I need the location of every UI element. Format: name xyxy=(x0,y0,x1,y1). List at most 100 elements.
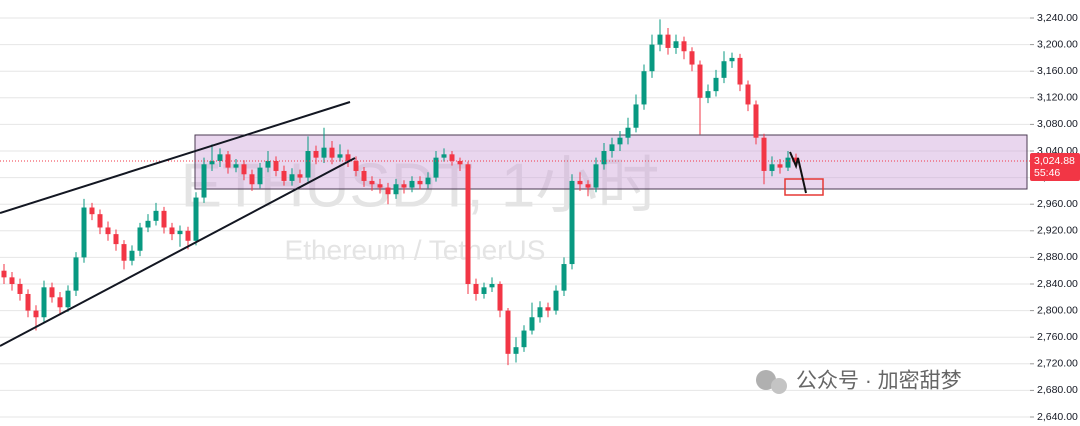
candle-body xyxy=(1,270,7,278)
y-tick-label: 3,200.00 xyxy=(1037,38,1078,50)
candle-body xyxy=(545,307,551,311)
candles xyxy=(0,19,1030,366)
candle-body xyxy=(505,310,511,354)
y-tick-label: 2,640.00 xyxy=(1037,411,1078,423)
candle-body xyxy=(65,290,71,308)
candle-body xyxy=(481,287,487,294)
candle-body xyxy=(465,164,471,284)
candle-body xyxy=(609,144,615,151)
candle-body xyxy=(377,184,383,188)
y-tick-label: 2,680.00 xyxy=(1037,384,1078,396)
y-tick-label: 3,080.00 xyxy=(1037,118,1078,130)
candle-body xyxy=(193,197,199,241)
y-tick-label: 3,120.00 xyxy=(1037,92,1078,104)
candle-body xyxy=(33,310,39,318)
candle-body xyxy=(401,184,407,188)
candle-body xyxy=(113,234,119,245)
wechat-icon xyxy=(771,378,787,394)
candle-body xyxy=(9,277,15,284)
y-tick-label: 2,880.00 xyxy=(1037,251,1078,263)
candle-body xyxy=(617,137,623,145)
candle-body xyxy=(649,44,655,72)
y-tick-label: 2,720.00 xyxy=(1037,358,1078,370)
candle-body xyxy=(449,154,455,161)
candle-body xyxy=(305,151,311,178)
countdown-label: 55:46 xyxy=(1034,167,1060,179)
candle-body xyxy=(265,160,271,168)
candle-body xyxy=(257,167,263,185)
candle-body xyxy=(217,154,223,161)
candle-body xyxy=(553,290,559,311)
range-zone xyxy=(194,134,1028,190)
watermark-subtitle: Ethereum / TetherUS xyxy=(285,234,546,265)
candle-body xyxy=(521,330,527,348)
candle-body xyxy=(713,77,719,92)
price-axis: 2,640.00 2,680.00 2,720.00 2,760.00 2,800.00… xyxy=(1030,12,1080,423)
candle-body xyxy=(161,210,167,228)
candle-body xyxy=(185,230,191,241)
candle-body xyxy=(417,180,423,185)
candle-body xyxy=(761,137,767,171)
candle-body xyxy=(337,154,343,158)
candle-body xyxy=(17,284,23,294)
candle-body xyxy=(681,41,687,52)
candle-body xyxy=(345,154,351,161)
candle-body xyxy=(705,91,711,98)
candle-body xyxy=(497,284,503,311)
candle-body xyxy=(121,244,127,261)
candle-body xyxy=(473,284,479,294)
candle-body xyxy=(209,160,215,165)
candle-body xyxy=(625,127,631,138)
candle-body xyxy=(793,157,799,161)
candle-body xyxy=(409,180,415,188)
candle-body xyxy=(137,227,143,251)
candle-body xyxy=(753,104,759,138)
candle-body xyxy=(665,34,671,48)
candle-body xyxy=(241,164,247,175)
target-box xyxy=(784,178,824,196)
candle-body xyxy=(105,227,111,235)
candle-body xyxy=(537,307,543,318)
candle-body xyxy=(457,160,463,165)
candle-body xyxy=(633,104,639,128)
candle-body xyxy=(585,184,591,188)
candle-body xyxy=(785,157,791,168)
candle-body xyxy=(529,317,535,331)
candle-body xyxy=(737,57,743,85)
candle-body xyxy=(641,71,647,105)
y-tick-label: 3,240.00 xyxy=(1037,12,1078,24)
candle-body xyxy=(393,184,399,195)
candle-body xyxy=(177,230,183,235)
candle-body xyxy=(657,34,663,45)
candle-body xyxy=(289,174,295,181)
candle-body xyxy=(81,207,87,258)
candle-body xyxy=(313,151,319,158)
candle-body xyxy=(769,164,775,171)
y-tick-label: 2,840.00 xyxy=(1037,278,1078,290)
candle-body xyxy=(441,154,447,158)
candle-body xyxy=(601,151,607,165)
brand-text: 公众号 · 加密甜梦 xyxy=(796,370,962,393)
candle-body xyxy=(233,164,239,168)
candle-body xyxy=(41,287,47,318)
candle-body xyxy=(689,51,695,65)
candle-body xyxy=(73,257,79,291)
drawn-arrow xyxy=(789,151,807,194)
candle-body xyxy=(513,347,519,354)
y-tick-label: 2,760.00 xyxy=(1037,331,1078,343)
candle-body xyxy=(777,164,783,168)
y-tick-label: 2,800.00 xyxy=(1037,304,1078,316)
candle-body xyxy=(385,187,391,195)
y-tick-label: 2,920.00 xyxy=(1037,225,1078,237)
candle-body xyxy=(273,160,279,171)
last-price-label: 3,024.88 xyxy=(1034,155,1075,167)
candle-body xyxy=(673,41,679,48)
candle-body xyxy=(353,160,359,171)
candle-body xyxy=(169,227,175,235)
candle-body xyxy=(57,297,63,308)
candle-body xyxy=(721,61,727,78)
wedge-upper-line xyxy=(0,101,351,214)
candle-body xyxy=(129,250,135,261)
